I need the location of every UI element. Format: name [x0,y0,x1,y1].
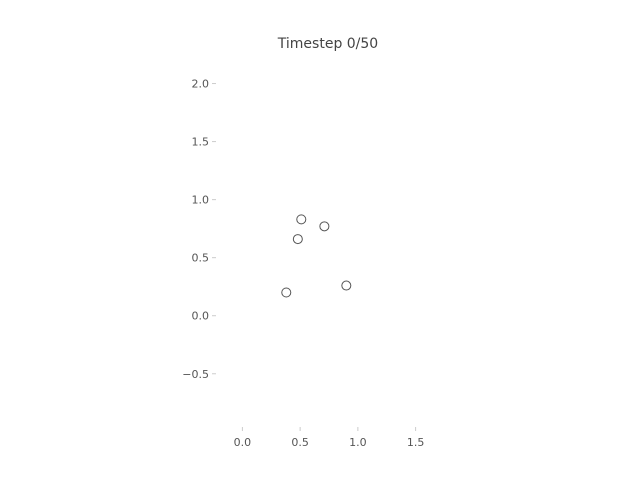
y-axis: 2.0 1.5 1.0 0.5 0.0 −0.5 [182,78,216,381]
data-point-1 [296,214,307,225]
y-tick-label: −0.5 [182,368,209,381]
data-point-3 [292,234,303,245]
y-tick-label: 0.0 [192,310,210,323]
x-tick-label: 1.0 [349,436,367,449]
x-tick-label: 0.0 [234,436,252,449]
data-point-5 [281,287,292,298]
data-point-2 [319,221,330,232]
y-tick-label: 1.5 [192,136,210,149]
y-tick-label: 2.0 [192,78,210,91]
data-points [281,214,352,298]
x-axis: 0.0 0.5 1.0 1.5 [234,427,425,449]
x-tick-label: 1.5 [407,436,425,449]
data-point-4 [341,280,352,291]
y-tick-label: 1.0 [192,194,210,207]
x-tick-label: 0.5 [291,436,309,449]
y-tick-label: 0.5 [192,252,210,265]
chart-title: Timestep 0/50 [277,36,378,52]
